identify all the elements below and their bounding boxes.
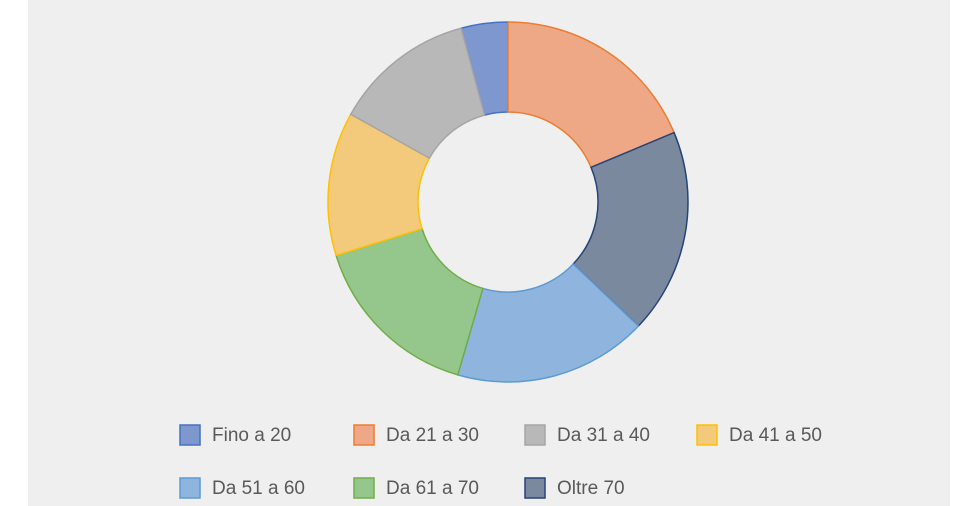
legend-label: Fino a 20 bbox=[212, 425, 291, 446]
legend-label: Da 51 a 60 bbox=[212, 478, 305, 499]
donut-slice bbox=[572, 131, 689, 328]
legend-swatch bbox=[179, 424, 201, 446]
legend-label: Da 31 a 40 bbox=[557, 425, 650, 446]
legend-swatch bbox=[696, 424, 718, 446]
legend-swatch bbox=[179, 477, 201, 499]
donut-slice bbox=[507, 21, 676, 169]
donut-slice bbox=[456, 262, 640, 383]
legend-swatch bbox=[524, 477, 546, 499]
legend-swatch bbox=[353, 477, 375, 499]
legend-label: Da 41 a 50 bbox=[729, 425, 822, 446]
legend-label: Da 61 a 70 bbox=[386, 478, 479, 499]
legend-label: Oltre 70 bbox=[557, 478, 625, 499]
legend-swatch bbox=[353, 424, 375, 446]
legend-label: Da 21 a 30 bbox=[386, 425, 479, 446]
legend-swatch bbox=[524, 424, 546, 446]
donut-slice bbox=[349, 27, 486, 160]
